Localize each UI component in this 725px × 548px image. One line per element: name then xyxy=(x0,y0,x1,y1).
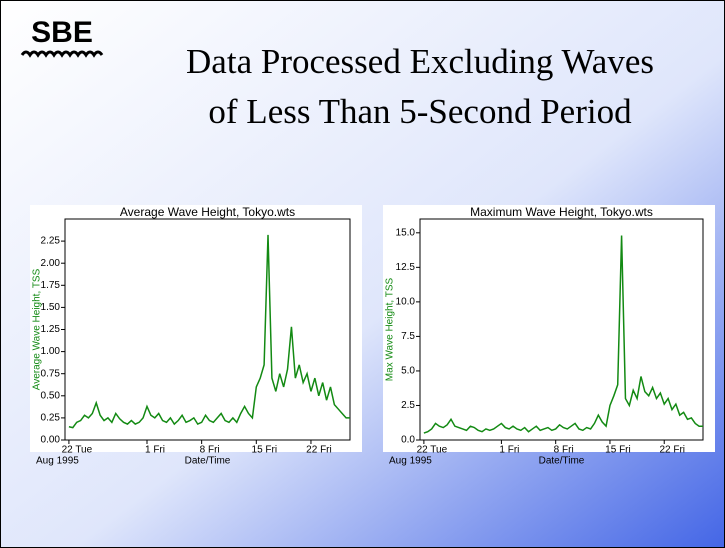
y-axis-label: Max Wave Height, TSS xyxy=(385,277,396,381)
slide-title: Data Processed Excluding Waves xyxy=(186,42,654,81)
y-tick-label: 12.5 xyxy=(396,262,416,273)
x-tick-label: 15 Fri xyxy=(252,445,278,456)
logo-waves xyxy=(20,50,104,58)
x-tick-label: 8 Fri xyxy=(200,445,220,456)
x-tick-label: 22 Tue xyxy=(62,445,93,456)
x-axis-label: Date/Time xyxy=(185,456,231,467)
y-tick-label: 1.50 xyxy=(41,302,61,313)
y-tick-label: 1.00 xyxy=(41,346,61,357)
y-tick-label: 1.25 xyxy=(41,324,61,335)
chart-panel xyxy=(30,205,362,452)
data-line xyxy=(423,235,703,434)
y-tick-label: 2.25 xyxy=(41,236,61,247)
y-tick-label: 15.0 xyxy=(396,227,416,238)
y-tick-label: 7.5 xyxy=(401,331,415,342)
y-axis-label: Average Wave Height, TSS xyxy=(32,268,43,390)
x-tick-label: 8 Fri xyxy=(554,445,574,456)
date-note: Aug 1995 xyxy=(389,456,432,467)
chart-title: Average Wave Height, Tokyo.wts xyxy=(120,205,295,219)
y-tick-label: 0.25 xyxy=(41,413,61,424)
slide-title: of Less Than 5-Second Period xyxy=(208,92,632,131)
chart-panel xyxy=(383,205,715,452)
y-tick-label: 0.0 xyxy=(401,435,415,446)
y-tick-label: 2.00 xyxy=(41,258,61,269)
x-tick-label: 1 Fri xyxy=(145,445,165,456)
y-tick-label: 10.0 xyxy=(396,297,416,308)
x-tick-label: 15 Fri xyxy=(605,445,631,456)
x-tick-label: 22 Fri xyxy=(659,445,685,456)
x-tick-label: 22 Fri xyxy=(306,445,332,456)
x-axis-label: Date/Time xyxy=(539,456,585,467)
y-tick-label: 0.75 xyxy=(41,368,61,379)
y-tick-label: 0.50 xyxy=(41,390,61,401)
chart-title: Maximum Wave Height, Tokyo.wts xyxy=(470,205,653,219)
y-tick-label: 1.75 xyxy=(41,280,61,291)
y-tick-label: 0.00 xyxy=(41,435,61,446)
y-tick-label: 2.5 xyxy=(401,400,415,411)
date-note: Aug 1995 xyxy=(36,456,79,467)
logo: SBE xyxy=(31,16,93,49)
y-tick-label: 5.0 xyxy=(401,366,415,377)
plot-frame xyxy=(419,218,704,441)
data-line xyxy=(68,234,350,429)
x-tick-label: 1 Fri xyxy=(499,445,519,456)
x-tick-label: 22 Tue xyxy=(417,445,448,456)
